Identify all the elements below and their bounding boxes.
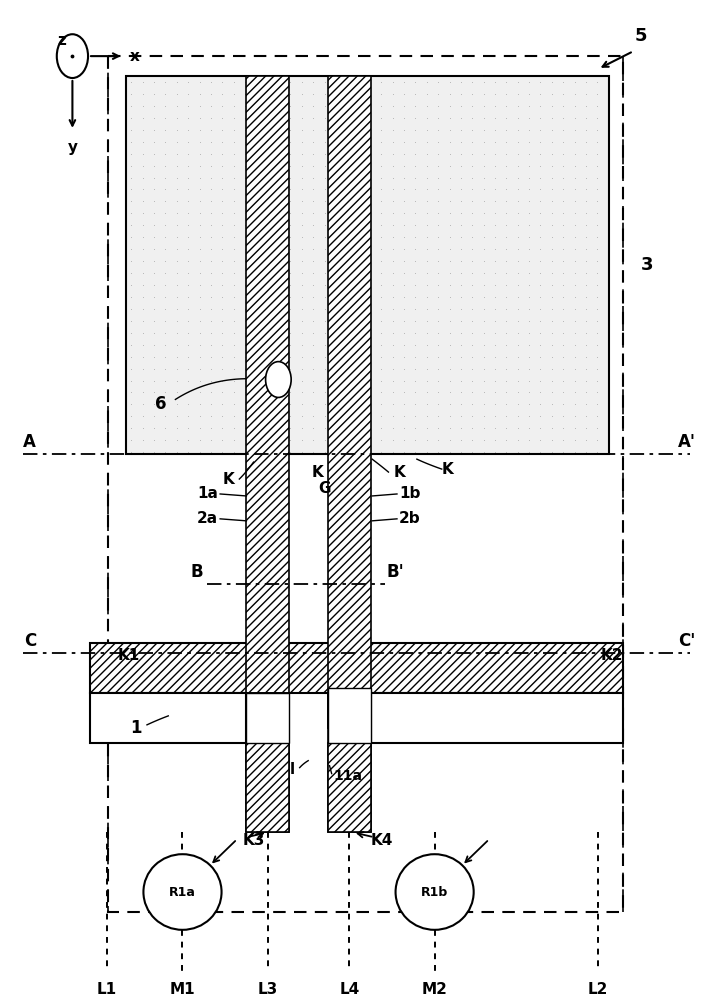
Text: 1b: 1b: [399, 486, 421, 501]
Bar: [247, 743, 289, 832]
Text: B: B: [190, 563, 203, 581]
Text: C: C: [24, 632, 36, 650]
Text: x: x: [130, 49, 140, 64]
Text: L4: L4: [339, 982, 359, 997]
Text: A: A: [24, 433, 36, 451]
Text: G: G: [318, 481, 331, 496]
Text: A': A': [678, 433, 696, 451]
Bar: [247, 693, 289, 728]
Circle shape: [265, 362, 291, 397]
Bar: [328, 693, 371, 743]
Text: 1: 1: [130, 719, 142, 737]
Text: R1b: R1b: [421, 886, 448, 899]
Text: K4: K4: [371, 833, 393, 848]
Text: K2: K2: [601, 648, 623, 663]
Text: 1a: 1a: [197, 486, 218, 501]
Bar: [328, 76, 371, 832]
Text: l: l: [290, 762, 295, 777]
Bar: [247, 693, 289, 728]
Bar: [90, 643, 623, 693]
Bar: [247, 693, 289, 743]
Bar: [247, 693, 289, 743]
Text: L2: L2: [588, 982, 608, 997]
Text: L1: L1: [96, 982, 116, 997]
Text: C': C': [678, 632, 695, 650]
Bar: [247, 76, 289, 832]
Bar: [328, 743, 371, 832]
Text: K: K: [222, 472, 235, 487]
Text: K: K: [442, 462, 453, 477]
Bar: [125, 76, 609, 454]
Text: 2a: 2a: [197, 511, 218, 526]
Text: K3: K3: [243, 833, 265, 848]
Text: y: y: [68, 140, 78, 155]
Ellipse shape: [396, 854, 473, 930]
Text: 2b: 2b: [399, 511, 421, 526]
Text: K: K: [394, 465, 405, 480]
Text: K1: K1: [118, 648, 140, 663]
Bar: [90, 693, 247, 743]
Text: B': B': [386, 563, 404, 581]
Text: L3: L3: [257, 982, 278, 997]
Text: 3: 3: [640, 256, 653, 274]
Bar: [371, 693, 623, 743]
Text: M2: M2: [421, 982, 448, 997]
Text: 5: 5: [635, 27, 647, 45]
Text: 6: 6: [155, 395, 167, 413]
Bar: [108, 56, 623, 912]
Ellipse shape: [143, 854, 222, 930]
Bar: [328, 688, 371, 743]
Text: M1: M1: [170, 982, 195, 997]
Text: R1a: R1a: [169, 886, 196, 899]
Text: K: K: [312, 465, 323, 480]
Bar: [328, 693, 371, 728]
Circle shape: [57, 34, 88, 78]
Text: 11a: 11a: [334, 769, 363, 783]
Bar: [328, 693, 371, 728]
Text: z: z: [58, 33, 67, 48]
